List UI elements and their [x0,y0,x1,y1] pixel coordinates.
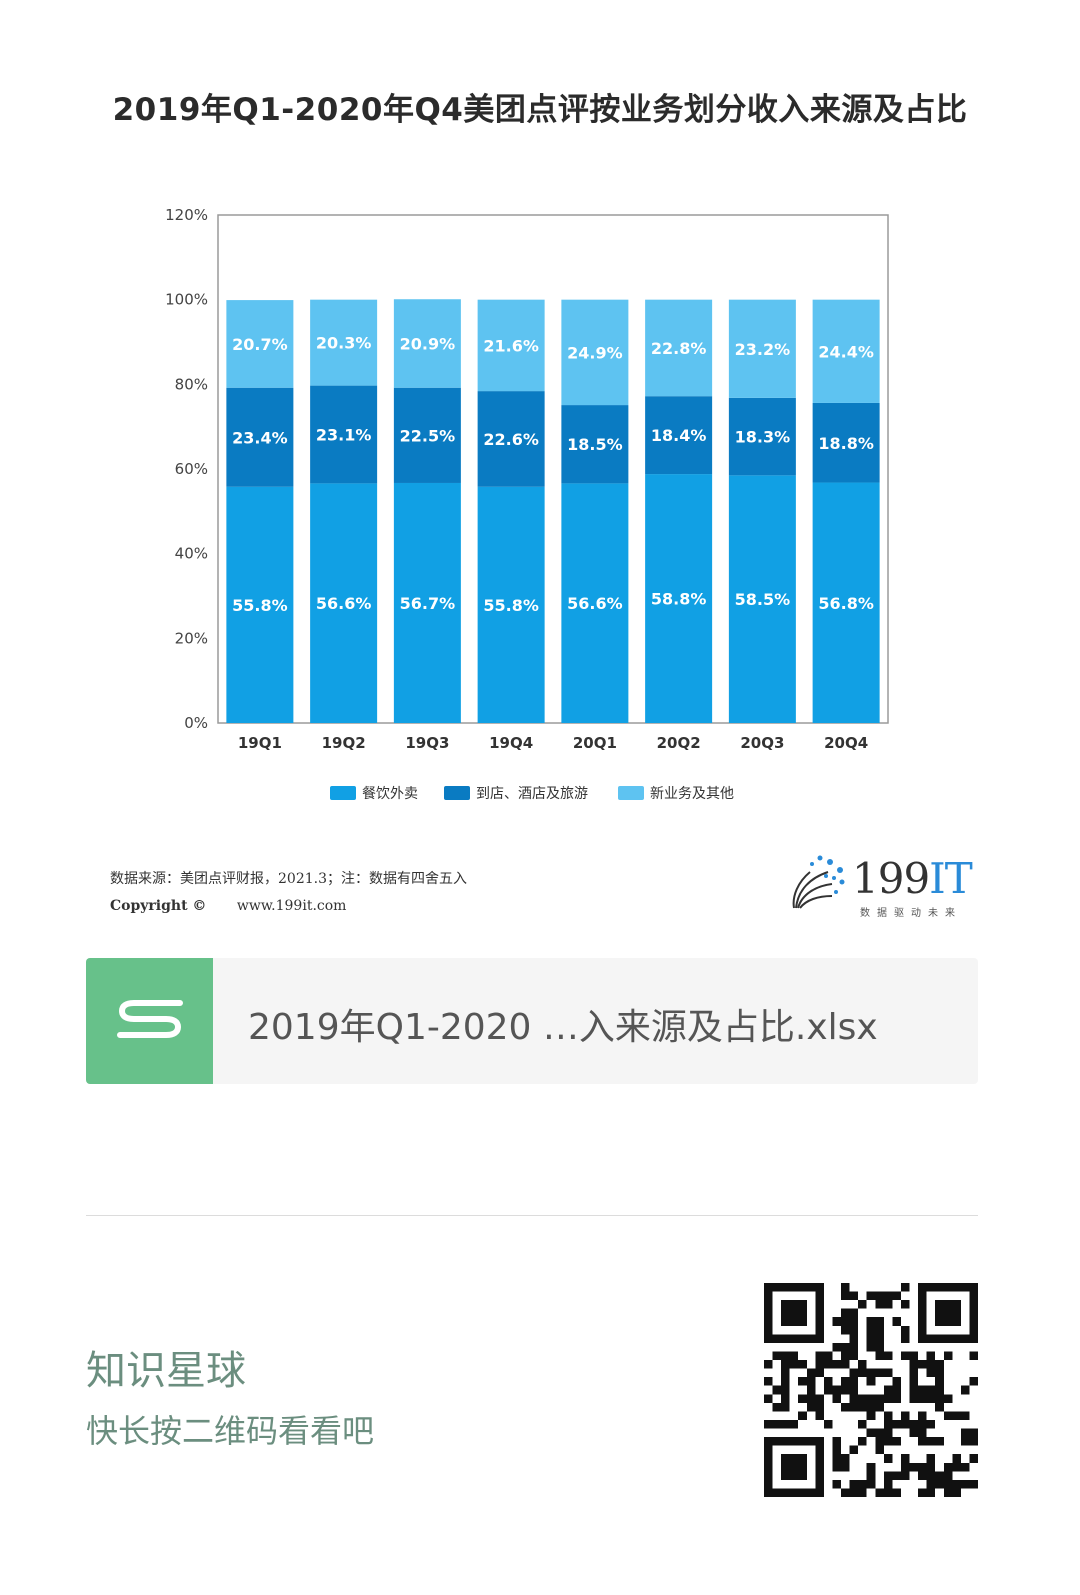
qr-code-icon[interactable] [764,1283,978,1497]
data-label: 56.6% [316,594,372,613]
bar-segment [310,299,378,386]
bar-segment [226,486,294,723]
legend-label: 新业务及其他 [650,786,734,802]
data-label: 18.8% [818,434,874,453]
data-label: 58.5% [735,590,791,609]
data-label: 56.6% [567,594,623,613]
bar-segment [477,486,545,723]
bar-segment [561,405,629,484]
data-label: 23.1% [316,425,372,444]
y-tick-label: 60% [175,460,208,478]
data-label: 23.2% [735,340,791,359]
bar-segment [645,396,713,475]
bar-segment [561,483,629,723]
data-label: 55.8% [232,596,288,615]
chart-title: 2019年Q1-2020年Q4美团点评按业务划分收入来源及占比 [112,92,968,128]
bar-segment [728,397,796,476]
footer-subtitle: 快长按二维码看看吧 [86,1412,375,1450]
legend-swatch [330,786,356,800]
bar-segment [310,483,378,723]
data-label: 22.6% [483,430,539,449]
bar-segment [561,299,629,406]
bar-segment [812,482,880,723]
data-label: 58.8% [651,590,707,609]
data-label: 20.9% [400,334,456,353]
x-tick-label: 19Q3 [405,734,449,752]
legend-swatch [618,786,644,800]
x-tick-label: 20Q3 [740,734,784,752]
data-label: 24.9% [567,343,623,362]
y-tick-label: 40% [175,545,208,563]
bar-segment [393,482,461,723]
legend-swatch [444,786,470,800]
data-label: 22.5% [400,426,456,445]
y-tick-label: 0% [184,714,208,732]
data-label: 21.6% [483,336,539,355]
source-text: 数据来源：美团点评财报，2021.3；注：数据有四舍五入 [110,871,467,887]
bar-segment [812,402,880,483]
bar-segment [393,387,461,483]
spreadsheet-s-icon [86,958,213,1084]
data-label: 56.8% [818,594,874,613]
logo-slogan: 数据驱动未来 [860,908,962,919]
attachment-card[interactable]: 2019年Q1-2020 …入来源及占比.xlsx [86,958,978,1084]
bar-segment [728,299,796,398]
x-tick-label: 19Q2 [322,734,366,752]
x-tick-label: 19Q4 [489,734,533,752]
data-label: 23.4% [232,428,288,447]
bar-segment [226,300,294,388]
199it-logo: 199IT 数据驱动未来 [786,852,976,922]
bar-segment [645,299,713,397]
data-label: 24.4% [818,342,874,361]
dandelion-logo-icon [792,855,845,909]
stacked-bar-chart: 0% 20% 40% 60% 80% 100% 120% 55.8% 23.4% 20.7% 19Q… [165,206,889,802]
data-label: 55.8% [483,596,539,615]
data-label: 18.3% [735,428,791,447]
bar-segment [226,387,294,487]
y-tick-label: 80% [175,375,208,393]
section-divider [86,1215,978,1216]
bar-segment [645,474,713,723]
data-label: 20.3% [316,334,372,353]
legend-label: 餐饮外卖 [362,786,418,802]
data-label: 20.7% [232,335,288,354]
bar-segment [310,385,378,484]
plot-frame [217,214,889,724]
bar-segment [728,475,796,723]
bar-segment [812,299,880,403]
x-tick-label: 20Q2 [657,734,701,752]
legend-label: 到店、酒店及旅游 [476,786,588,802]
data-source-note: 数据来源：美团点评财报，2021.3；注：数据有四舍五入 Copyright ©… [110,866,467,920]
data-label: 56.7% [400,594,456,613]
logo-wordmark: 199IT [852,854,973,903]
data-label: 22.8% [651,339,707,358]
data-label: 18.5% [567,435,623,454]
y-tick-label: 20% [175,629,208,647]
footer-title: 知识星球 [86,1348,246,1394]
x-tick-label: 20Q4 [824,734,868,752]
data-label: 18.4% [651,426,707,445]
bar-segment [393,299,461,388]
y-tick-label: 120% [165,206,208,224]
bar-segment [477,391,545,487]
y-tick-label: 100% [165,291,208,309]
source-url: www.199it.com [236,898,347,914]
x-tick-label: 20Q1 [573,734,617,752]
bar-segment [477,299,545,392]
copyright-text: Copyright © [110,898,207,914]
attachment-filename[interactable]: 2019年Q1-2020 …入来源及占比.xlsx [248,1007,878,1048]
x-tick-label: 19Q1 [238,734,282,752]
